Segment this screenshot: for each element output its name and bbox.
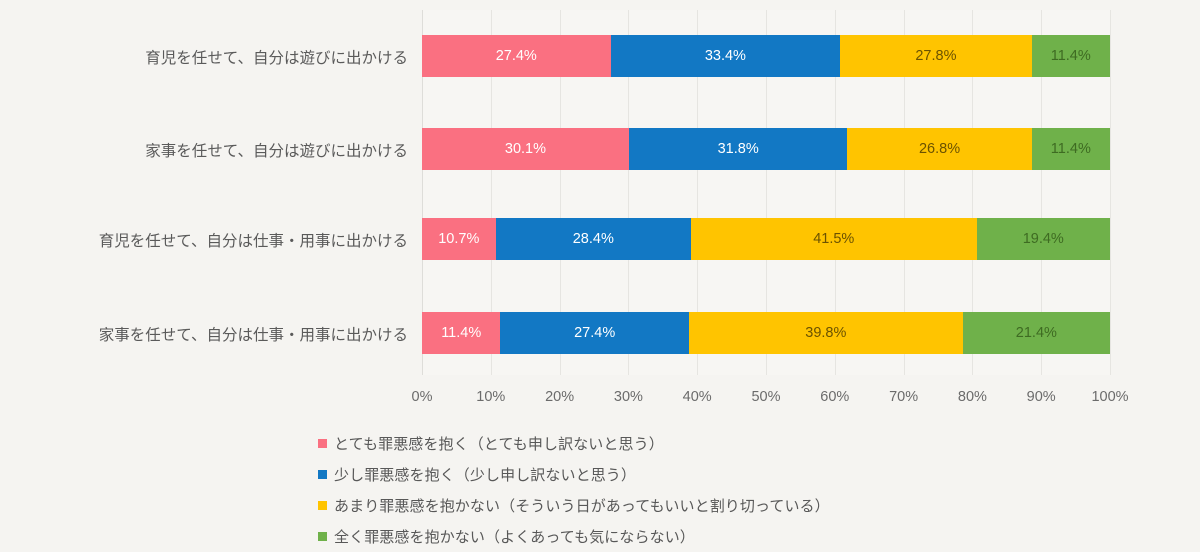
bar-row: 30.1% 31.8% 26.8% 11.4% [422,128,1110,170]
bar-segment[interactable]: 11.4% [422,312,501,354]
bar-segment-value-label: 30.1% [504,141,546,157]
bar-segment-value-label: 19.4% [1022,231,1064,247]
legend-swatch-icon [318,470,327,479]
gridline [422,10,423,375]
legend-item[interactable]: 少し罪悪感を抱く（少し申し訳ないと思う） [318,459,830,490]
bar-segment-value-label: 26.8% [918,141,961,157]
legend-swatch-icon [318,501,327,510]
gridline [1041,10,1043,375]
bar-segment[interactable]: 39.8% [688,312,963,354]
bar-segment-value-label: 28.4% [572,231,614,247]
bar-segment[interactable]: 28.4% [495,218,691,260]
legend-swatch-icon [318,439,327,448]
gridline [972,10,974,375]
x-axis-tick-label: 90% [1026,389,1056,405]
bar-segment[interactable]: 11.4% [1031,35,1110,77]
legend-item[interactable]: とても罪悪感を抱く（とても申し訳ないと思う） [318,428,830,459]
category-label: 家事を任せて、自分は仕事・用事に出かける [98,327,408,344]
x-axis-tick-label: 100% [1091,389,1129,405]
category-label: 育児を任せて、自分は遊びに出かける [145,50,408,67]
x-axis-tick-label: 10% [476,389,506,405]
gridline [490,10,492,375]
bar-segment-value-label: 10.7% [438,231,480,247]
bar-segment[interactable]: 26.8% [847,128,1032,170]
legend-label: 全く罪悪感を抱かない（よくあっても気にならない） [334,529,695,546]
bar-segment-value-label: 11.4% [441,325,482,341]
x-axis-tick-label: 0% [411,389,433,405]
bar-segment[interactable]: 21.4% [962,312,1110,354]
bar-segment[interactable]: 31.8% [628,128,848,170]
x-axis-tick-label: 30% [613,389,643,405]
bar-segment-value-label: 33.4% [704,48,746,64]
bar-segment[interactable]: 27.4% [422,35,611,77]
bar-row: 27.4% 33.4% 27.8% 11.4% [422,35,1110,77]
bar-row: 10.7% 28.4% 41.5% 19.4% [422,218,1110,260]
bar-segment-value-label: 27.8% [915,48,957,64]
legend-item[interactable]: 全く罪悪感を抱かない（よくあっても気にならない） [318,521,830,552]
x-axis-tick-label: 50% [751,389,781,405]
category-label: 育児を任せて、自分は仕事・用事に出かける [98,233,408,250]
gridline [628,10,630,375]
bar-segment-value-label: 27.4% [495,48,537,64]
gridline [766,10,767,375]
chart-legend: とても罪悪感を抱く（とても申し訳ないと思う） 少し罪悪感を抱く（少し申し訳ないと思… [318,428,830,552]
x-axis-tick-label: 40% [682,389,712,405]
bar-segment-value-label: 27.4% [574,325,616,341]
bar-segment[interactable]: 10.7% [422,218,496,260]
category-label: 家事を任せて、自分は遊びに出かける [145,143,408,160]
bar-segment[interactable]: 27.4% [500,312,689,354]
gridline [1110,10,1111,375]
legend-item[interactable]: あまり罪悪感を抱かない（そういう日があってもいいと割り切っている） [318,490,830,521]
x-axis-tick-label: 70% [889,389,919,405]
bar-segment[interactable]: 30.1% [422,128,629,170]
bar-segment-value-label: 41.5% [813,231,855,247]
bar-segment-value-label: 31.8% [717,141,759,157]
x-axis-tick-label: 20% [545,389,575,405]
bar-segment-value-label: 39.8% [805,325,847,341]
bar-segment[interactable]: 33.4% [610,35,841,77]
bar-segment-value-label: 11.4% [1050,48,1091,64]
gridline [834,10,836,375]
legend-label: 少し罪悪感を抱く（少し申し訳ないと思う） [334,467,637,484]
gridline [697,10,699,375]
bar-segment[interactable]: 19.4% [976,218,1110,260]
x-axis-tick-label: 60% [820,389,850,405]
bar-segment[interactable]: 41.5% [691,218,977,260]
legend-label: とても罪悪感を抱く（とても申し訳ないと思う） [334,436,664,453]
legend-label: あまり罪悪感を抱かない（そういう日があってもいいと割り切っている） [334,498,830,515]
bar-row: 11.4% 27.4% 39.8% 21.4% [422,312,1110,354]
legend-swatch-icon [318,532,327,541]
gridline [903,10,905,375]
x-axis-tick-label: 80% [957,389,987,405]
bar-segment-value-label: 21.4% [1015,325,1057,341]
bar-segment-value-label: 11.4% [1050,141,1091,157]
bar-segment[interactable]: 11.4% [1031,128,1110,170]
gridline [559,10,561,375]
bar-segment[interactable]: 27.8% [840,35,1032,77]
